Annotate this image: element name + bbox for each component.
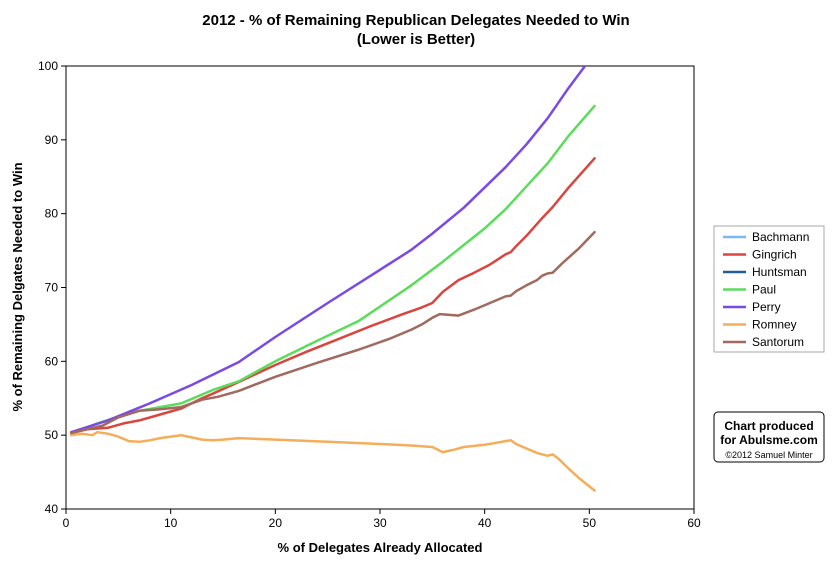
credit-line-3: ©2012 Samuel Minter xyxy=(725,450,812,460)
legend-label-huntsman: Huntsman xyxy=(752,265,807,279)
credit-line-1: Chart produced xyxy=(724,419,813,433)
x-tick-label: 50 xyxy=(583,516,597,530)
y-tick-label: 60 xyxy=(45,354,59,368)
x-axis-title: % of Delegates Already Allocated xyxy=(278,540,483,555)
legend-label-perry: Perry xyxy=(752,300,781,314)
legend-label-gingrich: Gingrich xyxy=(752,248,797,262)
chart-title: 2012 - % of Remaining Republican Delegat… xyxy=(202,12,629,29)
series-line-gingrich xyxy=(69,157,596,435)
chart-subtitle: (Lower is Better) xyxy=(357,31,475,48)
x-tick-label: 40 xyxy=(478,516,492,530)
y-tick-label: 70 xyxy=(45,281,59,295)
y-tick-label: 40 xyxy=(45,502,59,516)
y-tick-label: 90 xyxy=(45,133,59,147)
series-line-perry xyxy=(69,66,587,434)
x-tick-label: 30 xyxy=(373,516,387,530)
y-tick-label: 50 xyxy=(45,428,59,442)
x-tick-label: 10 xyxy=(164,516,178,530)
y-tick-label: 80 xyxy=(45,207,59,221)
axis-ticks: 0 10 20 30 40 50 60 40 50 60 70 80 90 100 xyxy=(38,59,701,530)
x-tick-label: 60 xyxy=(687,516,701,530)
legend-label-santorum: Santorum xyxy=(752,335,804,349)
legend: Bachmann Gingrich Huntsman Paul Perry Romney S… xyxy=(723,230,809,349)
legend-label-bachmann: Bachmann xyxy=(752,230,809,244)
legend-label-romney: Romney xyxy=(752,318,797,332)
series-line-romney xyxy=(69,430,596,492)
y-axis-title: % of Remaining Delgates Needed to Win xyxy=(10,162,25,411)
series-line-santorum xyxy=(69,230,596,435)
legend-box xyxy=(713,225,825,353)
y-tick-label: 100 xyxy=(38,59,58,73)
credit-box xyxy=(713,411,825,463)
credit-line-2: for Abulsme.com xyxy=(720,433,818,447)
x-tick-label: 0 xyxy=(63,516,70,530)
series-lines xyxy=(69,66,596,492)
plot-area xyxy=(65,65,695,510)
x-tick-label: 20 xyxy=(269,516,283,530)
legend-label-paul: Paul xyxy=(752,283,776,297)
